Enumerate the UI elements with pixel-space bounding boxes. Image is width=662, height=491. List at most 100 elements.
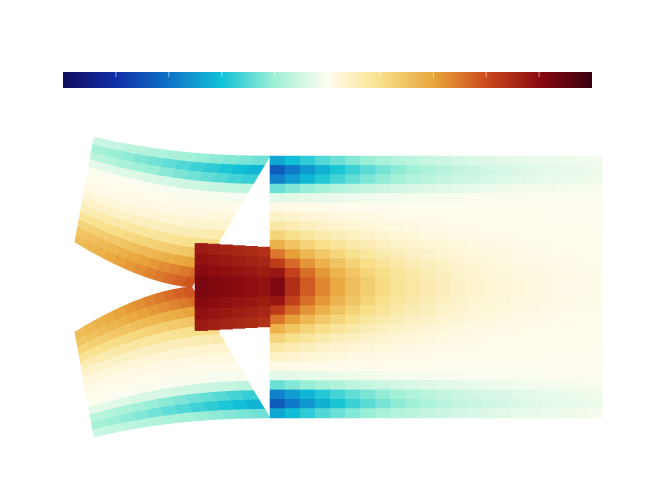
field-cell [375, 230, 392, 241]
field-cell [284, 296, 301, 307]
field-cell [480, 380, 497, 391]
field-cell [465, 202, 482, 213]
field-cell [450, 174, 467, 185]
field-cell [586, 155, 603, 166]
field-cell [244, 246, 258, 257]
field-cell [390, 165, 407, 175]
colorbar-gradient [63, 72, 592, 88]
field-cell [257, 316, 271, 328]
field-cell [480, 352, 497, 363]
field-cell [511, 408, 527, 419]
field-cell [219, 318, 233, 330]
field-cell [556, 193, 573, 204]
field-cell [390, 193, 407, 204]
field-cell [284, 193, 301, 204]
field-cell [345, 267, 361, 278]
field-cell [390, 230, 407, 241]
field-cell [330, 183, 346, 194]
field-cell [526, 296, 542, 307]
field-cell [345, 155, 361, 166]
field-cell [480, 249, 497, 260]
field-cell [480, 239, 497, 250]
field-cell [511, 342, 527, 353]
field-cell [219, 255, 233, 267]
field-cell [435, 230, 452, 241]
field-cell [299, 267, 316, 278]
field-cell [586, 352, 603, 363]
field-cell [586, 230, 603, 241]
field-cell [194, 286, 208, 299]
field-cell [435, 165, 452, 175]
field-cell [360, 193, 376, 204]
field-cell [405, 314, 422, 325]
field-cell [345, 258, 361, 269]
field-cell [556, 202, 573, 213]
field-cell [465, 258, 482, 269]
field-cell [314, 221, 331, 232]
field-cell [360, 305, 376, 316]
field-cell [360, 342, 376, 353]
field-cell [194, 319, 208, 331]
field-cell [556, 221, 573, 232]
field-cell [219, 244, 233, 256]
field-cell [405, 398, 422, 409]
field-cell [511, 370, 527, 381]
field-cell [269, 296, 286, 307]
field-cell [586, 342, 603, 353]
field-cell [330, 305, 346, 316]
field-cell [330, 267, 346, 278]
field-cell [360, 333, 376, 344]
field-cell [390, 174, 407, 185]
field-cell [480, 202, 497, 213]
field-cell [496, 408, 512, 419]
field-cell [420, 389, 437, 400]
field-cell [330, 202, 346, 213]
field-cell [299, 352, 316, 363]
field-cell [375, 286, 392, 297]
field-cell [480, 165, 497, 175]
field-cell [450, 193, 467, 204]
field-cell [269, 230, 286, 241]
field-cell [314, 398, 331, 409]
field-cell [345, 183, 361, 194]
field-cell [556, 183, 573, 194]
field-cell [450, 342, 467, 353]
field-cell [465, 296, 482, 307]
field-cell [435, 202, 452, 213]
field-cell [450, 286, 467, 297]
field-cell [299, 314, 316, 325]
field-cell [465, 174, 482, 185]
field-cell [299, 333, 316, 344]
field-cell [299, 221, 316, 232]
field-cell [284, 324, 301, 335]
field-cell [345, 408, 361, 419]
field-cell [435, 211, 452, 222]
field-cell [375, 221, 392, 232]
field-cell [420, 314, 437, 325]
field-cell [571, 333, 588, 344]
field-cell [526, 165, 542, 175]
field-cell [405, 408, 422, 419]
field-cell [314, 183, 331, 194]
field-cell [330, 380, 346, 391]
field-cell [450, 165, 467, 175]
field-cell [232, 297, 246, 309]
field-cell [571, 165, 588, 175]
field-cell [405, 361, 422, 372]
field-cell [511, 286, 527, 297]
field-cell [420, 174, 437, 185]
field-cell [556, 314, 573, 325]
field-cell [465, 277, 482, 288]
field-cell [541, 389, 558, 400]
field-cell [541, 314, 558, 325]
field-cell [496, 333, 512, 344]
field-cell [571, 211, 588, 222]
field-cell [541, 333, 558, 344]
field-cell [390, 352, 407, 363]
field-cell [375, 239, 392, 250]
field-cell [232, 255, 246, 267]
field-cell [314, 155, 331, 166]
field-cell [269, 408, 286, 419]
field-cell [345, 361, 361, 372]
